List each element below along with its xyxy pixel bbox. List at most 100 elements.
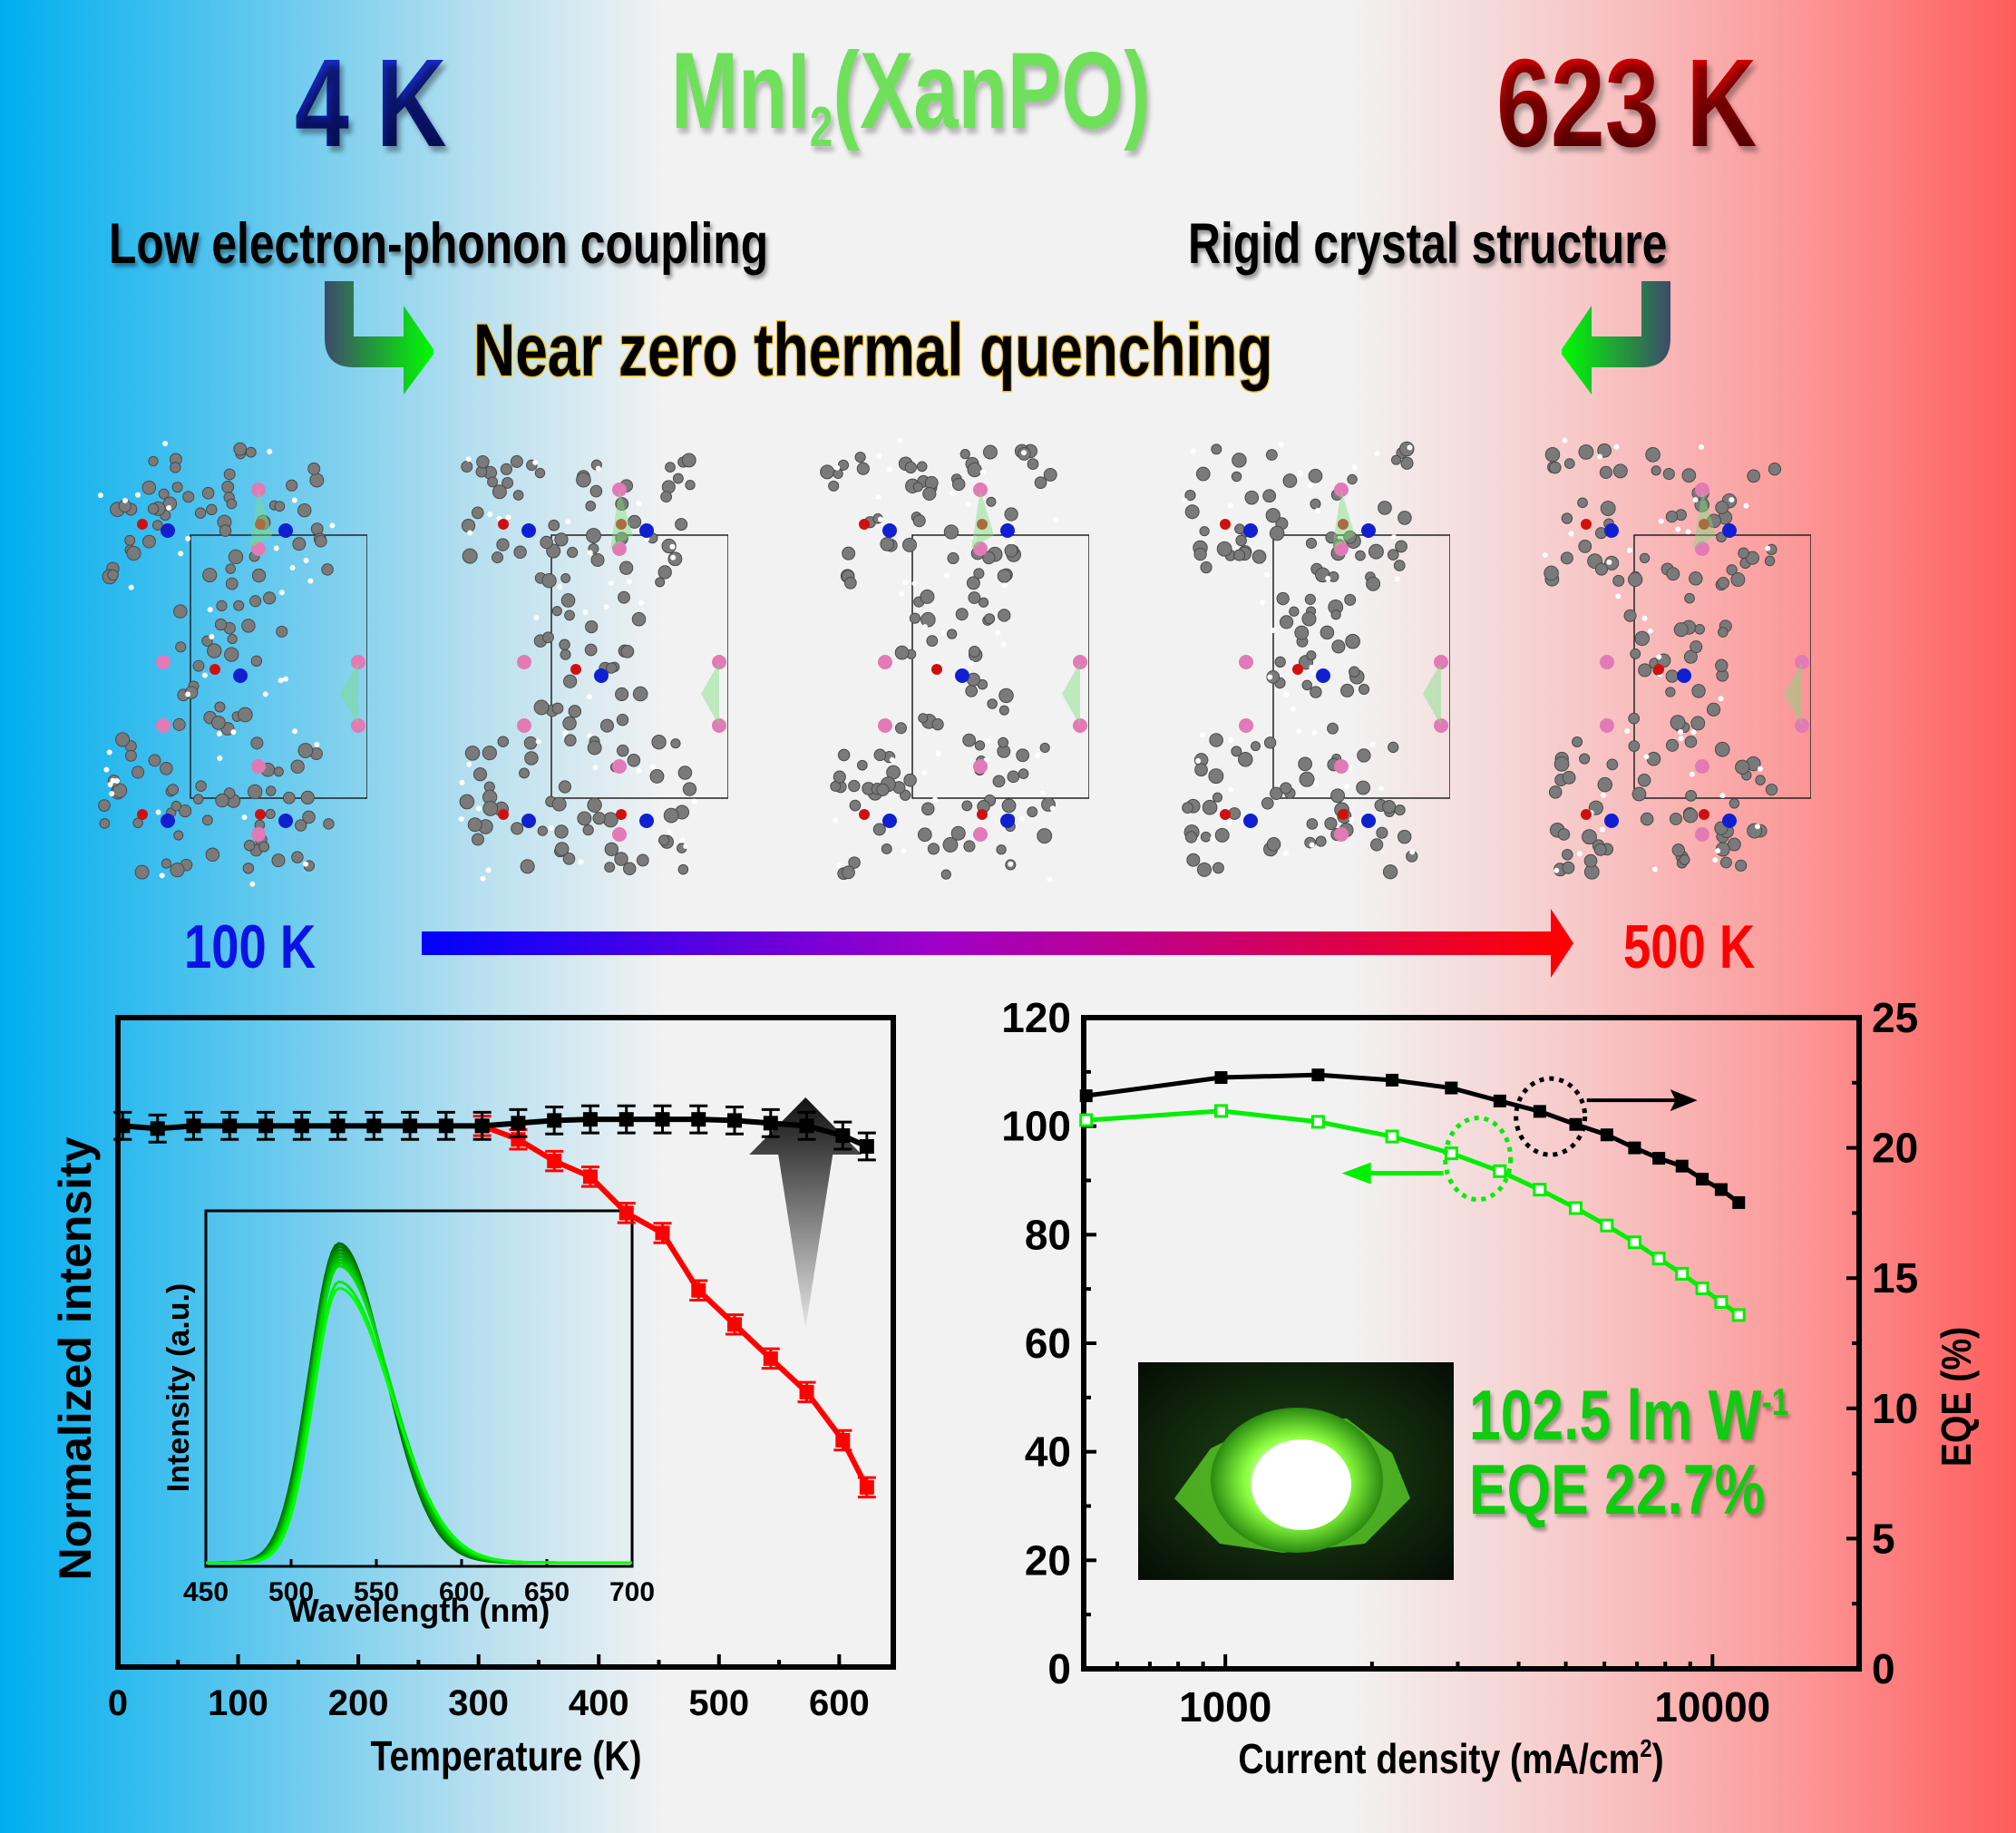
- carbon-atom: [576, 472, 591, 488]
- oxygen-atom: [570, 664, 581, 675]
- carbon-atom: [1673, 622, 1689, 638]
- unit-cell-box: [550, 534, 728, 799]
- hydrogen-atom: [467, 530, 473, 536]
- carbon-atom: [1238, 752, 1253, 767]
- hydrogen-atom: [1296, 728, 1302, 735]
- iodine-atom: [1334, 541, 1349, 556]
- hydrogen-atom: [458, 816, 464, 823]
- hydrogen-atom: [1712, 857, 1719, 863]
- data-point: [1386, 1073, 1399, 1087]
- carbon-atom: [258, 841, 270, 853]
- carbon-atom: [922, 486, 937, 502]
- hydrogen-atom: [950, 491, 956, 497]
- carbon-atom: [1578, 539, 1592, 553]
- hydrogen-atom: [940, 629, 947, 636]
- nitrogen-atom: [1722, 814, 1737, 828]
- hydrogen-atom: [465, 456, 472, 463]
- hydrogen-atom: [1369, 741, 1376, 747]
- carbon-atom: [496, 538, 510, 551]
- carbon-atom: [562, 716, 577, 731]
- iodine-atom: [251, 483, 266, 497]
- hydrogen-atom: [595, 465, 601, 472]
- carbon-atom: [192, 794, 204, 804]
- carbon-atom: [1345, 633, 1360, 649]
- carbon-atom: [274, 501, 286, 512]
- iodine-atom: [1434, 655, 1448, 669]
- carbon-atom: [1560, 551, 1573, 565]
- carbon-atom: [998, 705, 1009, 716]
- data-point: [763, 1350, 778, 1366]
- carbon-atom: [946, 629, 958, 639]
- hydrogen-atom: [1001, 582, 1008, 589]
- carbon-atom: [1315, 835, 1327, 847]
- nitrogen-atom: [1243, 523, 1258, 538]
- carbon-atom: [968, 591, 981, 604]
- glowing-led-icon: [1138, 1362, 1454, 1580]
- hydrogen-atom: [1757, 765, 1763, 772]
- carbon-atom: [599, 718, 614, 733]
- oxygen-atom: [931, 664, 942, 675]
- carbon-atom: [1638, 663, 1652, 678]
- iodine-atom: [1334, 759, 1349, 774]
- hydrogen-atom: [110, 777, 116, 784]
- carbon-atom: [1356, 780, 1371, 795]
- data-point: [115, 1118, 131, 1134]
- iodine-atom: [612, 541, 627, 556]
- carbon-atom: [1715, 658, 1729, 672]
- carbon-atom: [1251, 549, 1267, 564]
- carbon-atom: [1349, 666, 1360, 678]
- hydrogen-atom: [971, 535, 978, 541]
- carbon-atom: [585, 501, 597, 512]
- series-line-right: [1086, 1072, 1740, 1204]
- carbon-atom: [1232, 453, 1247, 468]
- hydrogen-atom: [505, 514, 511, 521]
- carbon-atom: [1718, 627, 1729, 638]
- carbon-atom: [1651, 465, 1661, 476]
- iodine-atom: [612, 827, 627, 842]
- iodine-atom: [1434, 718, 1448, 733]
- carbon-atom: [1325, 531, 1338, 544]
- inset-x-tick-label: 700: [609, 1577, 655, 1607]
- carbon-atom: [961, 800, 973, 812]
- carbon-atom: [1027, 806, 1038, 818]
- carbon-atom: [541, 573, 557, 589]
- hydrogen-atom: [1643, 754, 1650, 760]
- carbon-atom: [1612, 463, 1628, 479]
- y-tick-label: 80: [1025, 1211, 1071, 1258]
- oxygen-atom: [1220, 519, 1231, 530]
- carbon-atom: [1280, 782, 1292, 795]
- carbon-atom: [201, 814, 213, 826]
- inset-x-tick-label: 600: [439, 1577, 484, 1607]
- hydrogen-atom: [1325, 575, 1331, 581]
- carbon-atom: [1216, 541, 1232, 557]
- carbon-atom: [1628, 571, 1643, 588]
- hydrogen-atom: [1624, 728, 1631, 735]
- iodine-atom: [973, 483, 988, 497]
- hydrogen-atom: [159, 873, 165, 879]
- carbon-atom: [1211, 444, 1222, 455]
- nitrogen-atom: [1316, 668, 1330, 683]
- carbon-atom: [1544, 565, 1559, 581]
- hydrogen-atom: [533, 615, 540, 621]
- iodine-atom: [251, 541, 266, 556]
- mn-tetrahedron: [340, 662, 358, 726]
- hydrogen-atom: [1562, 437, 1568, 444]
- hydrogen-atom: [1729, 497, 1735, 503]
- nitrogen-atom: [1361, 523, 1376, 538]
- carbon-atom: [554, 842, 570, 856]
- carbon-atom: [657, 565, 672, 580]
- hydrogen-atom: [1690, 729, 1697, 736]
- data-point: [1695, 1282, 1709, 1296]
- carbon-atom: [1368, 543, 1384, 560]
- x-tick-label: 0: [108, 1683, 128, 1723]
- nitrogen-atom: [594, 668, 609, 683]
- data-point: [474, 1118, 490, 1134]
- carbon-atom: [228, 549, 244, 565]
- hydrogen-atom: [1678, 729, 1684, 736]
- hydrogen-atom: [178, 551, 184, 557]
- hydrogen-atom: [902, 580, 909, 586]
- carbon-atom: [1265, 508, 1281, 523]
- carbon-atom: [323, 818, 335, 830]
- carbon-atom: [1630, 648, 1641, 659]
- carbon-atom: [126, 545, 141, 561]
